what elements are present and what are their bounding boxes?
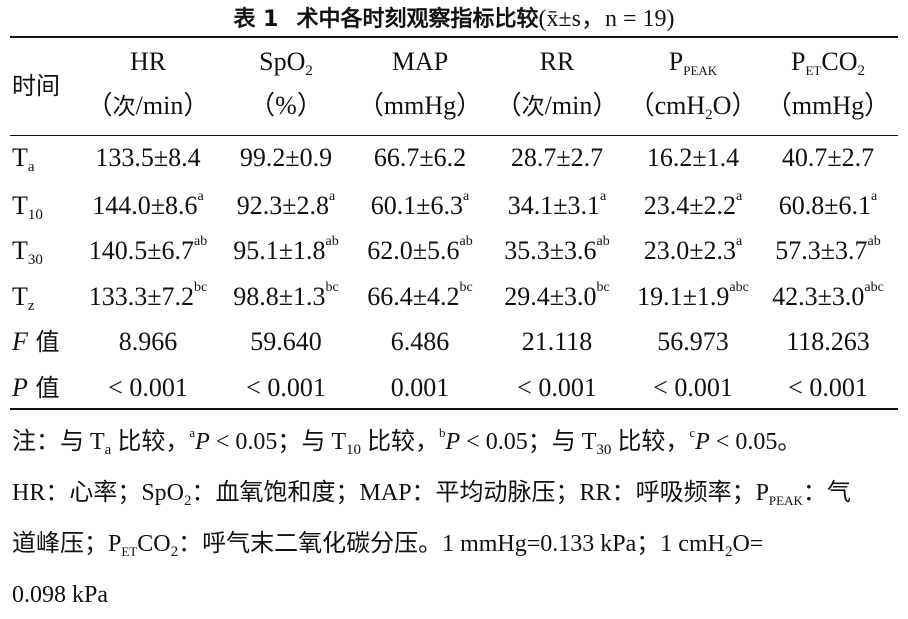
table-cell: 16.2±1.4: [646, 143, 740, 172]
col-unit-map: （mmHg）: [357, 91, 483, 120]
note-line-2: HR：心率；SpO2：血氧饱和度；MAP：平均动脉压；RR：呼吸频率；PPEAK…: [12, 480, 851, 509]
table-cell: 28.7±2.7: [510, 143, 604, 172]
col-unit-ppeak: （cmH2O）: [628, 91, 758, 123]
table-cell: 95.1±1.8ab: [233, 234, 339, 265]
col-unit-hr: （次/min）: [86, 91, 210, 120]
table-cell: 99.2±0.9: [239, 143, 333, 172]
table-cell: 6.486: [390, 327, 450, 356]
row-header-time: 时间: [12, 72, 60, 100]
table-title-text: 术中各时刻观察指标比较: [296, 7, 539, 32]
row-label: Ta: [12, 143, 35, 175]
table-cell: 56.973: [657, 327, 729, 356]
col-header-spo2: SpO2: [259, 47, 313, 79]
col-header-hr: HR: [129, 47, 167, 76]
table-cell: 144.0±8.6a: [92, 189, 204, 220]
table-cell: 59.640: [250, 327, 322, 356]
row-label: Tz: [12, 282, 35, 314]
table-cell: 21.118: [521, 327, 593, 356]
col-unit-rr: （次/min）: [495, 91, 619, 120]
table-cell: 34.1±3.1a: [507, 189, 607, 220]
table-cell: 19.1±1.9abc: [637, 280, 749, 311]
table-cell: 0.001: [390, 373, 450, 402]
table-cell: 62.0±5.6ab: [367, 234, 473, 265]
table-cell: 60.8±6.1a: [778, 189, 878, 220]
row-label: F 值: [12, 327, 60, 356]
table-title-stat: (x̄±s，n = 19): [538, 6, 675, 32]
table-cell: < 0.001: [653, 373, 733, 402]
table-cell: < 0.001: [108, 373, 188, 402]
col-header-petco2: PETCO2: [791, 47, 865, 79]
row-label: T10: [12, 191, 43, 223]
col-unit-petco2: （mmHg）: [765, 91, 891, 120]
table-cell: < 0.001: [788, 373, 868, 402]
note-line-4: 0.098 kPa: [12, 582, 108, 608]
table-header-rule: [10, 135, 898, 136]
table-note: 注：与 Ta 比较，aP < 0.05；与 T10 比较，bP < 0.05；与…: [12, 418, 898, 619]
table-cell: 57.3±3.7ab: [775, 234, 881, 265]
table-cell: 23.0±2.3a: [643, 234, 743, 265]
col-unit-spo2: （%）: [249, 91, 323, 120]
table-cell: 29.4±3.0bc: [504, 280, 610, 311]
table-cell: 140.5±6.7ab: [88, 234, 208, 265]
table-cell: 133.3±7.2bc: [88, 280, 208, 311]
note-line-3: 道峰压；PETCO2：呼气末二氧化碳分压。1 mmHg=0.133 kPa；1 …: [12, 531, 764, 560]
table-top-rule: [10, 36, 898, 38]
table-cell: 23.4±2.2a: [643, 189, 743, 220]
table-title: 表 1 术中各时刻观察指标比较(x̄±s，n = 19): [0, 4, 908, 34]
col-header-map: MAP: [391, 47, 449, 76]
table-cell: 40.7±2.7: [781, 143, 875, 172]
col-header-ppeak: PPEAK: [668, 47, 718, 78]
row-label: T30: [12, 236, 43, 268]
table-cell: 92.3±2.8a: [236, 189, 336, 220]
table-cell: 118.263: [786, 327, 870, 356]
table-cell: 133.5±8.4: [95, 143, 201, 172]
table-bottom-rule: [10, 408, 898, 410]
col-header-rr: RR: [539, 47, 575, 76]
table-cell: 42.3±3.0abc: [772, 280, 884, 311]
table-cell: < 0.001: [246, 373, 326, 402]
table-cell: 8.966: [118, 327, 178, 356]
table-cell: < 0.001: [517, 373, 597, 402]
table-title-label: 表 1: [233, 7, 279, 32]
table-cell: 60.1±6.3a: [370, 189, 470, 220]
table-cell: 66.7±6.2: [373, 143, 467, 172]
table-cell: 98.8±1.3bc: [233, 280, 339, 311]
table-cell: 35.3±3.6ab: [504, 234, 610, 265]
table-cell: 66.4±4.2bc: [367, 280, 473, 311]
row-label: P 值: [12, 373, 60, 402]
note-line-1: 注：与 Ta 比较，aP < 0.05；与 T10 比较，bP < 0.05；与…: [12, 425, 802, 458]
